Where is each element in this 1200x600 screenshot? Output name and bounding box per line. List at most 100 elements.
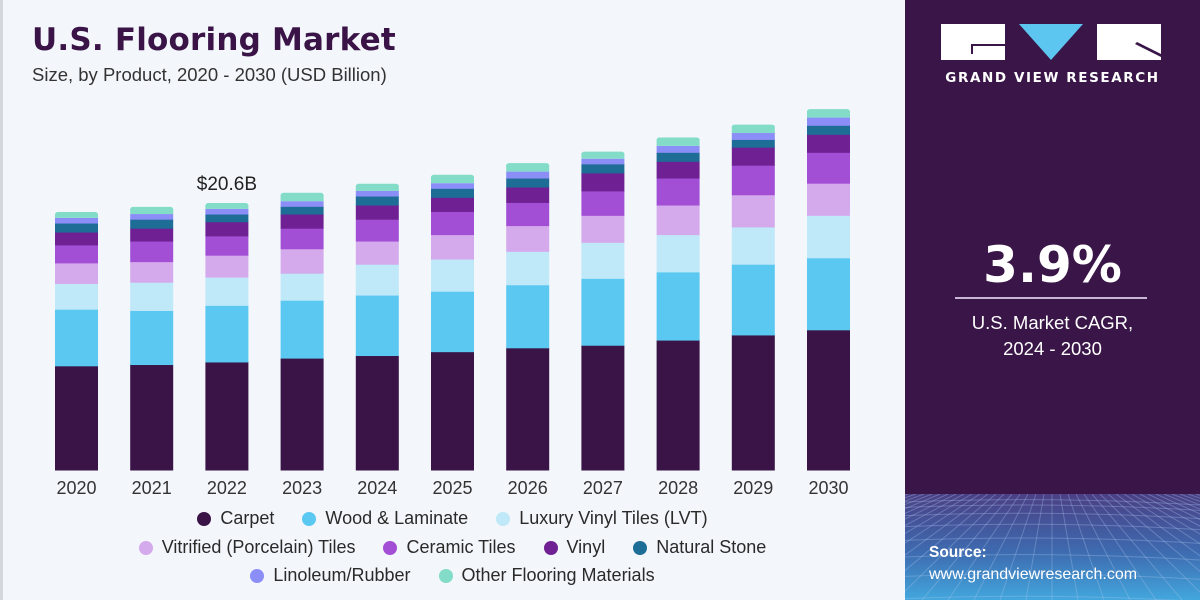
bar-segment-wood-laminate-2030: [807, 257, 850, 331]
grid-pattern: [905, 493, 1200, 600]
grid-line-v: [905, 493, 957, 520]
bar-segment-luxury-vinyl-tiles-lvt-2023: [280, 273, 324, 301]
legend-label: Other Flooring Materials: [461, 565, 655, 585]
grid-line-v: [905, 493, 1005, 592]
bar-segment-natural-stone-2020: [55, 223, 98, 233]
bar-segment-vinyl-2024: [355, 205, 399, 220]
chart-subtitle: Size, by Product, 2020 - 2030 (USD Billi…: [32, 64, 387, 85]
source-url[interactable]: www.grandviewresearch.com: [929, 566, 1138, 583]
bar-segment-ceramic-tiles-2028: [656, 178, 700, 206]
bar-segment-linoleum-rubber-2024: [355, 190, 399, 197]
grid-line-v: [905, 493, 909, 496]
bar-segment-luxury-vinyl-tiles-lvt-2022: [205, 277, 249, 306]
bar-segment-other-flooring-materials-2026: [506, 165, 550, 172]
legend-row-2: Vitrified (Porcelain) Tiles Ceramic Tiles…: [0, 537, 905, 558]
bar-segment-wood-laminate-2028: [656, 271, 700, 341]
x-tick-label-2026: 2026: [508, 478, 548, 498]
legend-dot-wood-laminate: [302, 511, 317, 526]
bar-segment-vinyl-2028: [656, 161, 700, 179]
bar-segment-vitrified-porcelain-tiles-2020: [55, 262, 98, 284]
legend-dot-carpet: [197, 511, 212, 526]
bar-segment-natural-stone-2021: [130, 219, 174, 229]
legend-item-linoleum-rubber: Linoleum/Rubber: [250, 565, 411, 586]
legend-label: Vitrified (Porcelain) Tiles: [161, 537, 356, 557]
bar-segment-vitrified-porcelain-tiles-2029: [731, 194, 775, 228]
grid-line-v: [905, 493, 973, 535]
bar-segment-natural-stone-2025: [431, 188, 474, 198]
x-tick-label-2030: 2030: [808, 478, 848, 498]
legend-item-carpet: Carpet: [197, 508, 274, 529]
legend-row-3: Linoleum/Rubber Other Flooring Materials: [0, 565, 905, 586]
grid-line-v: [1025, 493, 1045, 600]
bar-segment-ceramic-tiles-2027: [581, 190, 625, 216]
legend-dot-ceramic-tiles: [383, 540, 398, 555]
data-label-2022: $20.6B: [197, 174, 257, 195]
bar-segment-carpet-2025: [431, 351, 474, 471]
grid-line-v: [1091, 493, 1183, 600]
legend-label: Natural Stone: [656, 537, 767, 557]
bar-segment-ceramic-tiles-2026: [506, 202, 550, 227]
legend-label: Carpet: [220, 508, 275, 528]
bar-top-cap-2023: [280, 192, 324, 198]
bar-segment-vinyl-2029: [731, 147, 775, 166]
decorative-grid-background: [905, 493, 1200, 600]
bar-segment-natural-stone-2023: [280, 206, 324, 215]
x-tick-label-2022: 2022: [207, 478, 247, 498]
bar-stack-2029: [731, 124, 775, 471]
bar-segment-other-flooring-materials-2023: [280, 194, 324, 202]
grid-line-h: [905, 554, 1200, 561]
bar-segment-carpet-2024: [355, 355, 399, 471]
legend-item-luxury-vinyl-tiles-lvt: Luxury Vinyl Tiles (LVT): [496, 508, 708, 529]
bar-segment-linoleum-rubber-2027: [581, 158, 625, 165]
bar-segment-linoleum-rubber-2023: [280, 201, 324, 207]
bar-segment-vitrified-porcelain-tiles-2025: [431, 234, 474, 260]
bar-segment-vinyl-2021: [130, 228, 174, 242]
bar-segment-vitrified-porcelain-tiles-2023: [280, 248, 324, 274]
grid-line-v: [1083, 493, 1157, 600]
grid-line-v: [1131, 493, 1200, 535]
legend-item-other-flooring-materials: Other Flooring Materials: [438, 565, 655, 586]
grid-line-v: [947, 493, 1021, 600]
grid-line-v: [905, 493, 933, 506]
grid-line-v: [921, 493, 1013, 600]
legend-label: Wood & Laminate: [325, 508, 469, 528]
x-tick-label-2020: 2020: [56, 478, 96, 498]
bar-segment-natural-stone-2027: [581, 163, 625, 174]
bar-segment-carpet-2021: [130, 364, 174, 471]
bar-top-cap-2030: [807, 109, 850, 115]
legend-label: Luxury Vinyl Tiles (LVT): [519, 508, 708, 528]
left-border: [0, 0, 3, 600]
grid-line-v: [999, 493, 1037, 600]
side-panel: GRAND VIEW RESEARCH 3.9% U.S. Market CAG…: [905, 0, 1200, 600]
bar-segment-vitrified-porcelain-tiles-2027: [581, 215, 625, 243]
bar-segment-carpet-2027: [581, 345, 625, 471]
bar-segment-natural-stone-2029: [731, 139, 775, 148]
bar-segment-ceramic-tiles-2023: [280, 228, 324, 250]
grid-line-h: [905, 504, 1200, 511]
legend-dot-luxury-vinyl-tiles-lvt: [496, 511, 511, 526]
grid-line-v: [1123, 493, 1200, 545]
bar-segment-vinyl-2027: [581, 172, 625, 192]
x-tick-label-2027: 2027: [583, 478, 623, 498]
cagr-divider: [955, 297, 1147, 299]
bar-segment-vinyl-2023: [280, 214, 324, 229]
grid-line-h: [905, 523, 1200, 531]
bar-segment-natural-stone-2030: [807, 125, 850, 135]
legend-item-vinyl: Vinyl: [543, 537, 605, 558]
bar-segment-other-flooring-materials-2028: [656, 139, 700, 146]
bar-segment-linoleum-rubber-2028: [656, 145, 700, 153]
cagr-value: 3.9%: [983, 236, 1122, 294]
bar-segment-linoleum-rubber-2022: [205, 208, 249, 215]
stacked-bar-chart: 2020 2021 2022 $20.6B 2023 2024 2025 2026 2027 20…: [55, 109, 850, 498]
bar-segment-natural-stone-2026: [506, 178, 550, 188]
legend-dot-natural-stone: [633, 540, 648, 555]
bar-segment-vitrified-porcelain-tiles-2024: [355, 241, 399, 265]
bar-segment-ceramic-tiles-2024: [355, 219, 399, 242]
bar-segment-linoleum-rubber-2030: [807, 117, 850, 126]
legend-dot-vitrified-porcelain-tiles: [138, 540, 153, 555]
bar-segment-carpet-2029: [731, 334, 775, 471]
bar-segment-luxury-vinyl-tiles-lvt-2026: [506, 251, 550, 286]
bar-segment-luxury-vinyl-tiles-lvt-2020: [55, 283, 98, 310]
bar-segment-luxury-vinyl-tiles-lvt-2030: [807, 215, 850, 259]
bar-top-cap-2029: [731, 124, 775, 130]
